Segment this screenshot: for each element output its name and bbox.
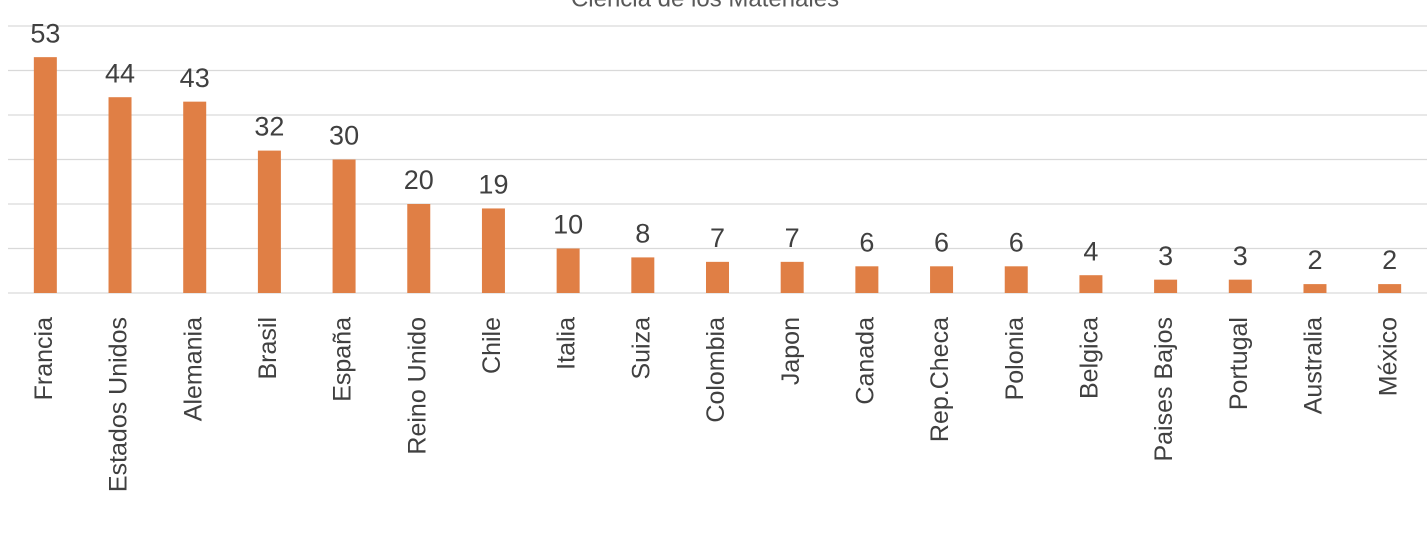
x-tick-label: Italia bbox=[553, 317, 581, 370]
x-tick-label: Australia bbox=[1300, 317, 1328, 414]
data-label: 2 bbox=[1382, 245, 1397, 275]
data-label: 2 bbox=[1307, 245, 1322, 275]
bar bbox=[332, 159, 356, 293]
x-tick-label: Chile bbox=[478, 317, 506, 374]
bar bbox=[556, 248, 580, 293]
x-tick-label: Brasil bbox=[254, 317, 282, 380]
x-tick-label: México bbox=[1374, 317, 1402, 396]
data-label: 7 bbox=[785, 223, 800, 253]
data-label: 20 bbox=[404, 165, 434, 195]
chart-title: Ciencia de los Materiales bbox=[571, 0, 839, 12]
bar bbox=[257, 150, 281, 293]
data-label: 4 bbox=[1083, 236, 1098, 266]
data-label: 6 bbox=[859, 227, 874, 257]
bar bbox=[481, 208, 505, 293]
data-label: 10 bbox=[553, 210, 583, 240]
bar bbox=[1378, 284, 1402, 293]
x-tick-label: Alemania bbox=[179, 317, 207, 421]
data-label: 3 bbox=[1233, 241, 1248, 271]
bar bbox=[706, 261, 729, 293]
bar bbox=[1228, 279, 1252, 293]
data-label: 44 bbox=[105, 58, 135, 88]
data-label: 6 bbox=[1009, 227, 1024, 257]
x-tick-label: Estados Unidos bbox=[105, 317, 133, 492]
data-label: 8 bbox=[635, 219, 650, 249]
bar bbox=[1154, 279, 1178, 293]
data-label: 7 bbox=[710, 223, 725, 253]
bar bbox=[1004, 266, 1028, 293]
data-label: 19 bbox=[478, 170, 508, 200]
bar bbox=[930, 266, 954, 293]
x-tick-label: Belgica bbox=[1076, 317, 1104, 399]
x-tick-label: Colombia bbox=[702, 317, 730, 423]
data-label: 6 bbox=[934, 227, 949, 257]
x-tick-label: Reino Unido bbox=[403, 317, 431, 455]
bar bbox=[631, 257, 655, 293]
bar bbox=[183, 101, 207, 294]
data-label: 53 bbox=[30, 18, 60, 48]
x-tick-label: Polonia bbox=[1001, 317, 1029, 400]
x-tick-label: Canada bbox=[851, 317, 879, 405]
bar bbox=[855, 266, 879, 293]
data-label: 3 bbox=[1158, 241, 1173, 271]
bar bbox=[1079, 275, 1103, 293]
x-tick-label: Paises Bajos bbox=[1150, 317, 1178, 462]
x-tick-label: Portugal bbox=[1225, 317, 1253, 410]
data-label: 30 bbox=[329, 121, 359, 151]
bar bbox=[780, 261, 804, 293]
bar bbox=[33, 57, 57, 294]
x-tick-label: Japon bbox=[777, 317, 805, 385]
data-label: 32 bbox=[254, 112, 284, 142]
x-tick-label: Suiza bbox=[627, 317, 655, 380]
x-tick-label: Francia bbox=[30, 317, 58, 400]
bar bbox=[1303, 284, 1327, 293]
x-tick-label: Rep.Checa bbox=[926, 317, 954, 442]
x-tick-label: España bbox=[329, 317, 357, 402]
data-label: 43 bbox=[180, 63, 210, 93]
bar bbox=[407, 204, 431, 293]
bar bbox=[108, 97, 132, 293]
